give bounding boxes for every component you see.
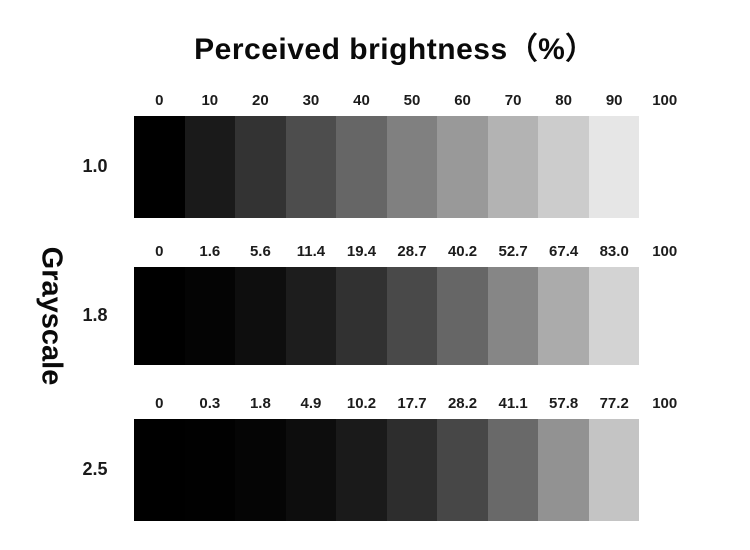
swatch [235,267,286,365]
tick-label: 11.4 [296,243,326,260]
tick-label: 41.1 [498,395,528,412]
swatch [538,116,589,218]
swatch [134,419,185,521]
tick-label: 70 [504,92,522,109]
chart-title: Perceived brightness（%） [194,33,596,66]
swatch [386,419,438,521]
swatch [588,116,640,218]
swatch [336,116,387,218]
tick-label: 10.2 [346,395,377,412]
tick-label: 57.8 [549,395,579,412]
swatch [235,116,286,218]
swatch [134,267,185,365]
gamma-row-label: 1.0 [82,156,108,176]
tick-label: 4.9 [300,395,322,412]
swatch [437,116,488,218]
swatch [285,267,337,365]
tick-label: 20 [252,92,269,109]
tick-label: 5.6 [249,243,271,260]
swatch [538,267,589,365]
grayscale-bar-gamma-1.0 [134,116,691,218]
tick-label: 28.2 [447,395,478,412]
swatch [639,116,691,218]
swatch [134,116,185,218]
tick-label: 80 [555,92,572,109]
tick-label: 100 [652,243,678,260]
swatch [487,419,539,521]
tick-label: 0 [155,92,164,109]
swatch [386,267,438,365]
gamma-row-label: 2.5 [82,459,108,479]
tick-label: 77.2 [599,395,629,412]
swatch [184,267,236,365]
tick-label: 17.7 [397,395,427,412]
tick-label: 40.2 [447,243,478,260]
tick-label: 60 [454,92,471,109]
tick-label: 100 [652,92,678,109]
swatch [285,116,337,218]
tick-label: 10 [201,92,219,109]
swatch [588,419,640,521]
tick-label: 90 [605,92,623,109]
tick-label: 40 [353,92,370,109]
swatch [336,267,387,365]
swatch [487,116,539,218]
grayscale-bar-gamma-1.8 [134,267,691,365]
swatch [336,419,387,521]
tick-label: 1.6 [199,243,221,260]
tick-label: 67.4 [549,243,579,260]
tick-label: 28.7 [397,243,427,260]
tick-label: 30 [302,92,320,109]
tick-label-row-gamma-1.0: 0 10 20 30 40 50 60 70 80 90 100 [134,92,690,109]
swatch [184,419,236,521]
swatch [588,267,640,365]
grayscale-bar-gamma-2.5 [134,419,691,521]
tick-label-row-gamma-1.8: 0 1.6 5.6 11.4 19.4 28.7 40.2 52.7 67.4 83.0 100 [134,243,690,260]
tick-label: 1.8 [249,395,271,412]
tick-label: 52.7 [498,243,528,260]
y-axis-label: Grayscale [35,246,68,386]
swatch [639,267,691,365]
swatch [639,419,691,521]
swatch [285,419,337,521]
tick-label: 100 [652,395,678,412]
tick-label: 83.0 [599,243,629,260]
swatch [386,116,438,218]
tick-label: 0 [155,395,164,412]
tick-label: 0 [155,243,164,260]
tick-label: 50 [403,92,421,109]
swatch [437,267,488,365]
swatch [235,419,286,521]
swatch [437,419,488,521]
gamma-row-label: 1.8 [82,305,108,325]
swatch [487,267,539,365]
swatch [184,116,236,218]
tick-label-row-gamma-2.5: 0 0.3 1.8 4.9 10.2 17.7 28.2 41.1 57.8 77.2 100 [134,395,690,412]
tick-label: 0.3 [199,395,221,412]
swatch [538,419,589,521]
tick-label: 19.4 [346,243,377,260]
